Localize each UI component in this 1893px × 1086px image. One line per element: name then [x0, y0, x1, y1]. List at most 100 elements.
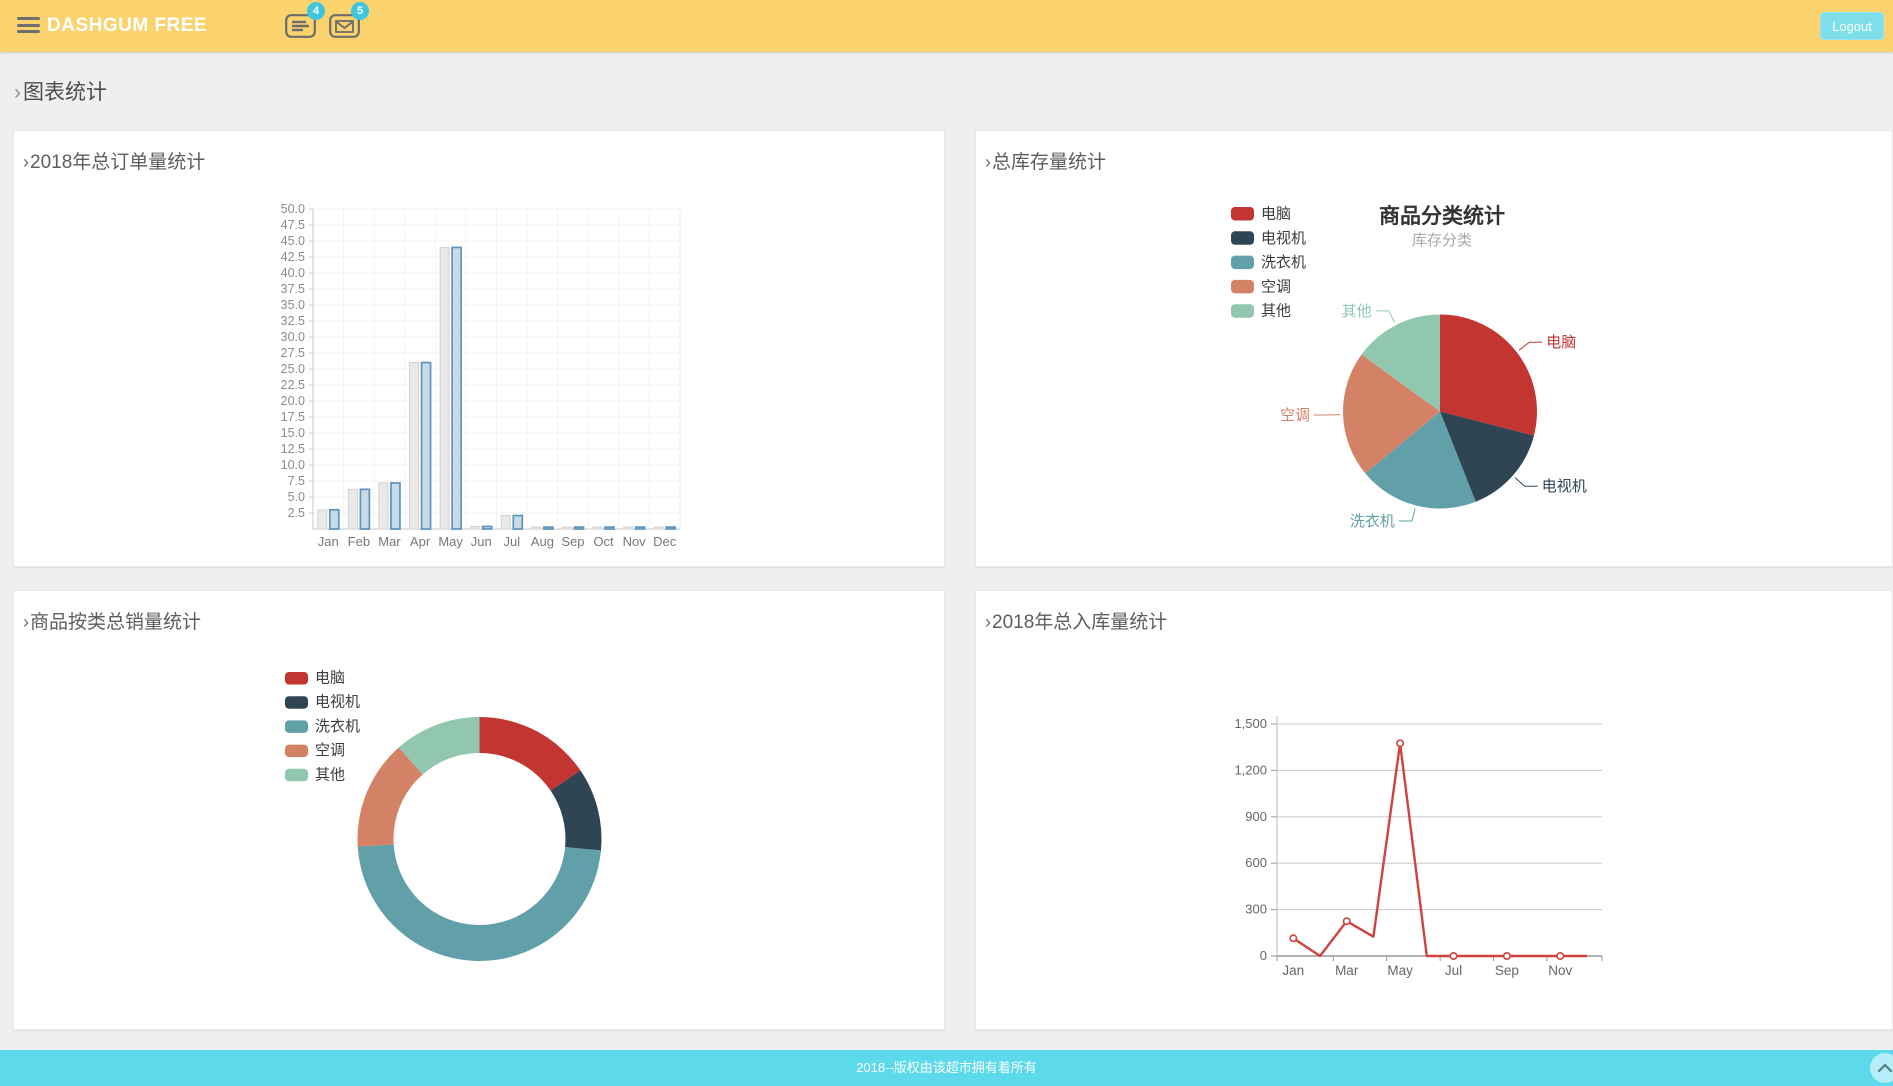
pie-slice-label: 空调 [1280, 407, 1310, 424]
x-axis-label: Mar [1335, 963, 1359, 978]
bar-orders-Aug[interactable] [543, 526, 554, 530]
pie-label-line [1518, 341, 1543, 351]
document-list-icon [285, 14, 316, 38]
bar-shadow-Aug[interactable] [531, 526, 542, 530]
line-point-Sep[interactable] [1502, 951, 1511, 960]
x-axis-label: Jul [1445, 963, 1462, 978]
legend-item-0[interactable]: 电脑 [285, 670, 345, 687]
pie-slice-2[interactable] [357, 844, 601, 961]
scroll-top-button[interactable] [1870, 1053, 1893, 1083]
bar-orders-Oct[interactable] [604, 526, 615, 530]
bar-shadow-Mar[interactable] [378, 482, 389, 530]
pie-slice-4[interactable] [398, 717, 480, 775]
logout-button[interactable]: Logout [1820, 12, 1884, 40]
y-axis-label: 32.5 [281, 314, 305, 328]
legend-swatch [1231, 279, 1254, 294]
legend-swatch [1231, 255, 1254, 270]
bar-orders-Apr[interactable] [420, 361, 432, 530]
x-axis-label: Oct [593, 534, 614, 549]
y-axis-label: 50.0 [281, 202, 305, 216]
line-series[interactable] [1292, 742, 1587, 958]
legend-item-2[interactable]: 洗衣机 [285, 718, 360, 735]
pie-label-line [1514, 477, 1538, 487]
card-inbound-title: ›2018年总入库量统计 [985, 612, 1168, 633]
chevron-up-icon [1877, 1063, 1893, 1073]
line-point-Jan[interactable] [1289, 934, 1298, 943]
bar-shadow-Jun[interactable] [470, 525, 481, 530]
bar-shadow-Oct[interactable] [592, 526, 603, 530]
legend-item-1[interactable]: 电视机 [285, 694, 360, 711]
card-sales-title: ›商品按类总销量统计 [23, 612, 202, 633]
legend-item-1[interactable]: 电视机 [1231, 230, 1306, 247]
chart-title: 商品分类统计 [1379, 204, 1505, 228]
x-axis-label: Jun [471, 534, 492, 549]
card-inventory: ›总库存量统计 电脑 电视机 洗衣机 空调 其他 商品分类统计 库存分类 电脑 电视机 洗衣机 空调… [975, 130, 1893, 567]
bar-orders-Sep[interactable] [573, 526, 585, 530]
notifications-doc-button[interactable]: 4 [285, 2, 325, 38]
x-axis-label: Jan [1282, 963, 1304, 978]
bar-shadow-Jan[interactable] [317, 509, 328, 530]
notifications-mail-button[interactable]: 5 [329, 2, 369, 38]
bar-shadow-Nov[interactable] [623, 526, 634, 530]
pie-slice-3[interactable] [1343, 354, 1440, 474]
legend-label: 洗衣机 [315, 718, 360, 735]
legend-swatch [285, 720, 308, 733]
bar-orders-Nov[interactable] [634, 526, 646, 530]
bar-orders-Jul[interactable] [512, 514, 524, 530]
legend-item-2[interactable]: 洗衣机 [1231, 254, 1306, 271]
legend-item-3[interactable]: 空调 [285, 742, 345, 759]
bar-shadow-Feb[interactable] [347, 488, 358, 530]
pie-slice-0[interactable] [479, 717, 581, 791]
section-chevron-icon: › [985, 152, 991, 172]
y-axis-label: 1,200 [1234, 762, 1267, 777]
pie-slice-1[interactable] [550, 770, 602, 851]
pie-slice-4[interactable] [1361, 314, 1440, 412]
line-point-Nov[interactable] [1556, 951, 1565, 960]
legend-swatch [285, 768, 308, 782]
bar-orders-Jun[interactable] [481, 525, 493, 530]
y-axis-label: 40.0 [281, 266, 305, 280]
card-inbound: ›2018年总入库量统计 0 300 600 900 1,200 1,500 Jan Mar M… [975, 590, 1893, 1030]
legend-item-0[interactable]: 电脑 [1231, 206, 1291, 223]
pie-slice-3[interactable] [357, 747, 423, 847]
bar-orders-Dec[interactable] [665, 526, 677, 530]
legend-item-3[interactable]: 空调 [1231, 278, 1291, 295]
mail-badge[interactable]: 5 [351, 2, 369, 20]
bar-orders-Mar[interactable] [390, 482, 401, 530]
line-point-Jul[interactable] [1449, 951, 1458, 960]
x-axis-label: Aug [531, 534, 554, 549]
hamburger-menu-icon[interactable] [17, 17, 40, 35]
line-point-Mar[interactable] [1342, 917, 1351, 926]
line-point-May[interactable] [1396, 739, 1405, 748]
bar-shadow-Jul[interactable] [500, 515, 511, 530]
x-axis-label: Apr [410, 534, 431, 549]
footer: 2018--版权由该超市拥有着所有 [0, 1050, 1893, 1086]
legend-swatch [1231, 304, 1254, 318]
pie-slice-label: 电脑 [1546, 334, 1576, 351]
pie-slice-0[interactable] [1440, 314, 1537, 436]
legend-swatch [1231, 207, 1254, 221]
bar-shadow-Apr[interactable] [409, 362, 420, 530]
x-axis-label: Dec [653, 534, 677, 549]
bar-orders-Jan[interactable] [328, 508, 340, 530]
legend-item-4[interactable]: 其他 [285, 766, 345, 783]
bar-shadow-May[interactable] [439, 246, 450, 530]
bar-shadow-Dec[interactable] [653, 526, 664, 530]
legend-label: 其他 [1261, 303, 1291, 320]
bar-orders-May[interactable] [451, 246, 462, 530]
x-axis-label: Jul [503, 534, 520, 549]
doc-badge[interactable]: 4 [307, 2, 325, 20]
pie-slice-2[interactable] [1365, 411, 1476, 509]
legend-item-4[interactable]: 其他 [1231, 303, 1291, 320]
x-axis-label: Feb [348, 534, 370, 549]
legend-label: 电脑 [315, 670, 345, 687]
legend-swatch [285, 696, 308, 709]
y-axis-label: 20.0 [281, 394, 305, 408]
copyright-text: 2018--版权由该超市拥有着所有 [856, 1060, 1037, 1075]
pie-slice-1[interactable] [1440, 411, 1534, 502]
legend-swatch [285, 744, 308, 758]
x-axis-label: Mar [378, 534, 401, 549]
bar-shadow-Sep[interactable] [561, 526, 572, 530]
bar-orders-Feb[interactable] [359, 488, 371, 530]
